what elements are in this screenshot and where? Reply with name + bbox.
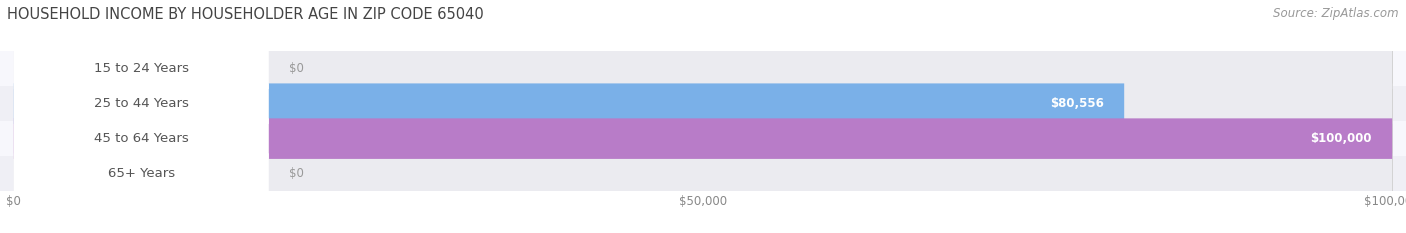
- Bar: [0, 51, 1406, 86]
- FancyBboxPatch shape: [14, 48, 269, 89]
- FancyBboxPatch shape: [14, 83, 1125, 124]
- Text: Source: ZipAtlas.com: Source: ZipAtlas.com: [1274, 7, 1399, 20]
- Text: 45 to 64 Years: 45 to 64 Years: [94, 132, 188, 145]
- Text: $0: $0: [290, 167, 304, 180]
- FancyBboxPatch shape: [14, 118, 269, 159]
- Text: 15 to 24 Years: 15 to 24 Years: [94, 62, 188, 75]
- FancyBboxPatch shape: [14, 153, 1392, 194]
- Text: 65+ Years: 65+ Years: [108, 167, 174, 180]
- Text: $0: $0: [290, 62, 304, 75]
- FancyBboxPatch shape: [14, 83, 1392, 124]
- Bar: [0, 121, 1406, 156]
- FancyBboxPatch shape: [14, 83, 269, 124]
- FancyBboxPatch shape: [14, 153, 269, 194]
- FancyBboxPatch shape: [14, 48, 1392, 89]
- Text: $100,000: $100,000: [1310, 132, 1371, 145]
- Bar: [0, 156, 1406, 191]
- Text: $80,556: $80,556: [1050, 97, 1104, 110]
- FancyBboxPatch shape: [14, 118, 1392, 159]
- Text: 25 to 44 Years: 25 to 44 Years: [94, 97, 188, 110]
- FancyBboxPatch shape: [14, 118, 1392, 159]
- Text: HOUSEHOLD INCOME BY HOUSEHOLDER AGE IN ZIP CODE 65040: HOUSEHOLD INCOME BY HOUSEHOLDER AGE IN Z…: [7, 7, 484, 22]
- Bar: [0, 86, 1406, 121]
